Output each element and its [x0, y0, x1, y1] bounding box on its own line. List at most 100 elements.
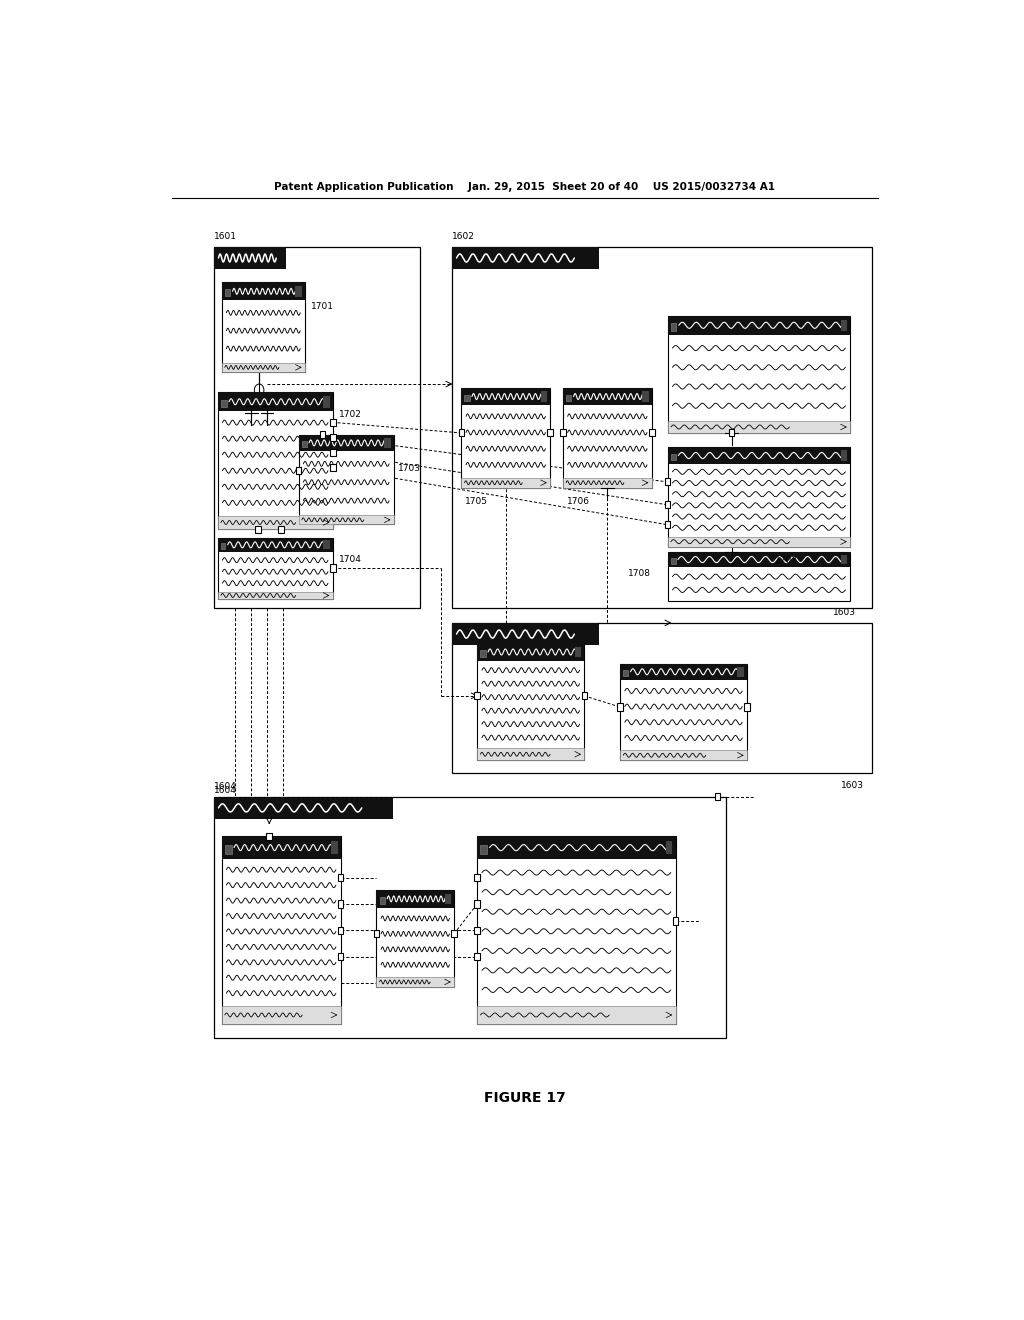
- Bar: [218, 537, 333, 598]
- Text: 1705: 1705: [465, 496, 488, 506]
- Bar: [566, 395, 571, 401]
- Bar: [299, 515, 394, 524]
- Bar: [296, 467, 301, 474]
- Bar: [214, 247, 420, 607]
- Text: 1704: 1704: [339, 554, 361, 564]
- Bar: [560, 429, 565, 437]
- Bar: [255, 525, 261, 533]
- Text: 1602: 1602: [452, 232, 475, 240]
- Bar: [737, 667, 743, 677]
- Bar: [221, 363, 305, 372]
- Bar: [474, 927, 480, 935]
- Bar: [474, 900, 480, 908]
- Bar: [452, 623, 599, 645]
- Text: 1603: 1603: [841, 780, 863, 789]
- Bar: [668, 552, 850, 601]
- Bar: [665, 502, 671, 508]
- Bar: [330, 465, 336, 471]
- Bar: [666, 841, 673, 854]
- Bar: [214, 797, 393, 818]
- Bar: [480, 845, 487, 854]
- Bar: [302, 441, 306, 447]
- Bar: [620, 664, 746, 760]
- Bar: [668, 315, 850, 433]
- Bar: [330, 565, 336, 572]
- Text: FIGURE 17: FIGURE 17: [484, 1090, 565, 1105]
- Bar: [218, 516, 333, 529]
- Text: 1604: 1604: [214, 781, 237, 791]
- Bar: [221, 544, 225, 549]
- Bar: [461, 388, 550, 487]
- Bar: [279, 525, 284, 533]
- Bar: [377, 890, 455, 987]
- Bar: [380, 898, 385, 904]
- Bar: [221, 282, 305, 372]
- Bar: [744, 704, 750, 710]
- Bar: [218, 593, 333, 598]
- Bar: [729, 429, 734, 437]
- Bar: [465, 395, 470, 401]
- Bar: [221, 837, 341, 1024]
- Bar: [841, 554, 847, 564]
- Bar: [548, 429, 553, 437]
- Text: 1604: 1604: [214, 785, 237, 795]
- Bar: [221, 837, 341, 859]
- Bar: [477, 748, 585, 760]
- Bar: [673, 917, 678, 924]
- Bar: [642, 392, 648, 401]
- Bar: [620, 751, 746, 760]
- Bar: [665, 521, 671, 528]
- Bar: [671, 454, 676, 461]
- Bar: [668, 537, 850, 546]
- Text: 1708: 1708: [628, 569, 651, 578]
- Bar: [444, 894, 451, 904]
- Bar: [668, 447, 850, 465]
- Bar: [541, 392, 547, 401]
- Bar: [477, 837, 676, 859]
- Bar: [649, 429, 654, 437]
- Bar: [574, 647, 582, 657]
- Bar: [624, 671, 628, 676]
- Bar: [452, 247, 872, 607]
- Bar: [384, 438, 391, 447]
- Bar: [459, 429, 464, 437]
- Text: 1707: 1707: [775, 556, 798, 565]
- Bar: [221, 400, 226, 407]
- Text: 1603: 1603: [833, 607, 856, 616]
- Bar: [338, 927, 343, 935]
- Bar: [563, 388, 652, 487]
- Bar: [617, 704, 623, 710]
- Bar: [214, 247, 286, 269]
- Bar: [477, 837, 676, 1024]
- Bar: [377, 977, 455, 987]
- Bar: [461, 478, 550, 487]
- Bar: [218, 392, 333, 529]
- Bar: [477, 1006, 676, 1024]
- Bar: [668, 447, 850, 546]
- Bar: [299, 434, 394, 524]
- Bar: [668, 421, 850, 433]
- Bar: [319, 432, 326, 438]
- Bar: [266, 833, 272, 840]
- Bar: [474, 953, 480, 960]
- Bar: [330, 449, 336, 457]
- Bar: [452, 931, 457, 937]
- Bar: [474, 692, 480, 700]
- Text: 1601: 1601: [214, 232, 237, 240]
- Bar: [480, 651, 485, 657]
- Bar: [324, 540, 330, 549]
- Bar: [330, 418, 336, 426]
- Bar: [338, 900, 343, 908]
- Text: 1703: 1703: [397, 463, 421, 473]
- Bar: [668, 552, 850, 568]
- Bar: [668, 315, 850, 335]
- Bar: [665, 478, 671, 486]
- Bar: [452, 247, 599, 269]
- Bar: [330, 434, 336, 441]
- Bar: [477, 643, 585, 661]
- Bar: [715, 793, 721, 800]
- Bar: [338, 953, 343, 960]
- Text: 1702: 1702: [339, 411, 361, 418]
- Bar: [225, 845, 231, 854]
- Bar: [218, 392, 333, 412]
